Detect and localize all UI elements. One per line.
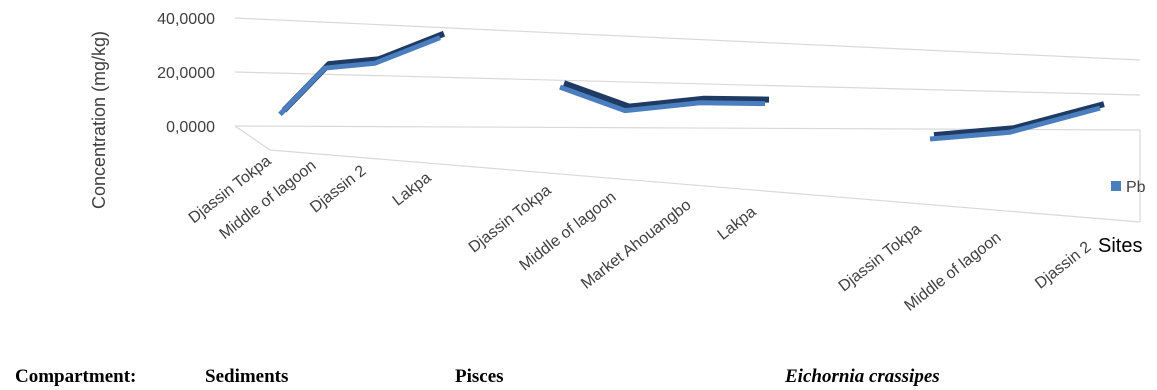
x-tick-label: Djassin 2 [1032,238,1094,292]
compartment-name: Eichornia crassipes [784,366,940,387]
line-depth [562,80,770,110]
compartment-name: Pisces [455,366,504,387]
floor-front [269,149,1141,223]
legend-swatch [1111,181,1121,191]
grid-line [234,71,1141,96]
x-tick-label: Lakpa [715,203,760,243]
compartment-name: Sediments [205,366,288,387]
grid-line [234,17,1141,61]
y-tick-label: 40,0000 [157,11,215,28]
line [929,105,1101,142]
line-depth [933,101,1105,139]
x-axis-title: Sites [1098,235,1142,257]
x-tick-label: Djassin Tokpa [836,221,925,296]
line [278,35,441,117]
y-tick-label: 20,0000 [157,65,215,82]
compartment-label: Compartment: [15,366,136,387]
line [559,84,766,114]
x-tick-label: Lakpa [390,169,435,209]
floor-edge [234,125,271,151]
x-tick-label: Middle of lagoon [901,229,1004,315]
y-tick-label: 0,0000 [166,119,215,136]
legend-label: Pb [1126,179,1146,196]
y-axis-title: Concentration (mg/kg) [89,31,109,209]
